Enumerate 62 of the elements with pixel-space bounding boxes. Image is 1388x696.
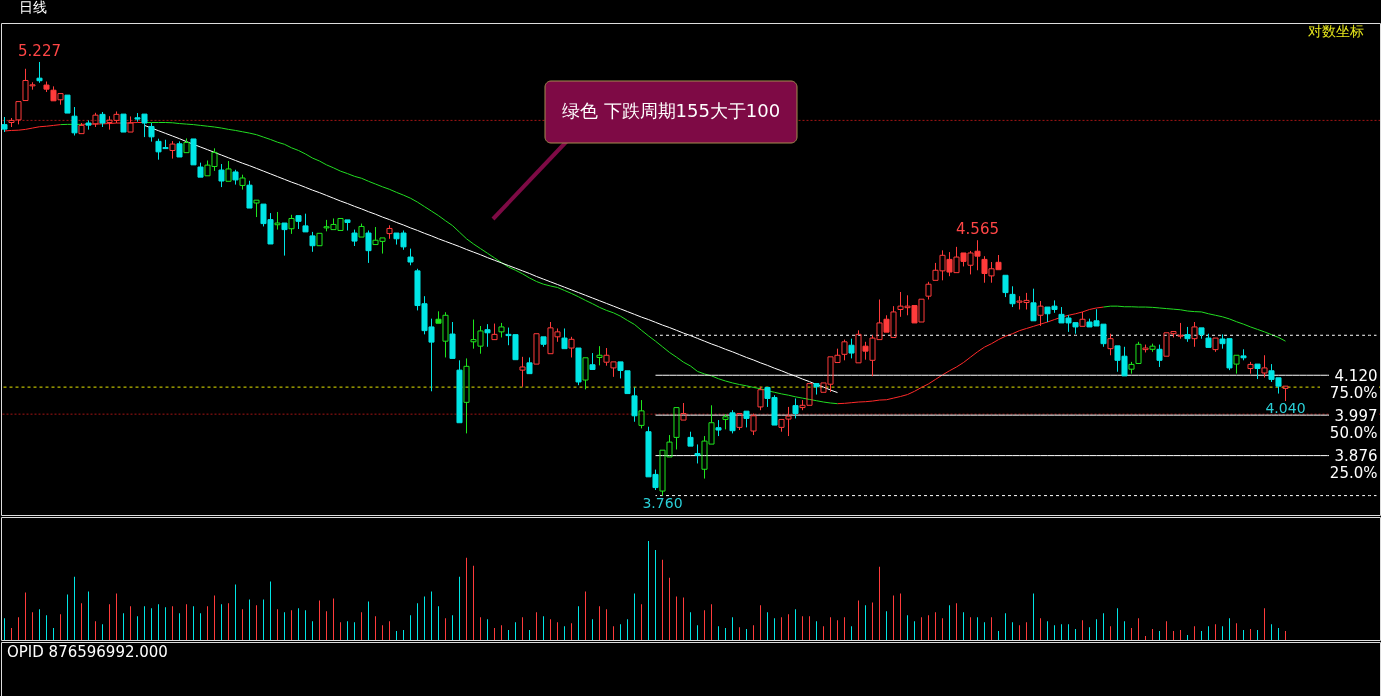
candlestick <box>274 211 281 231</box>
candlestick <box>1156 344 1163 368</box>
candlestick <box>1254 363 1261 380</box>
candlestick <box>71 106 78 136</box>
candlestick <box>176 140 183 158</box>
candlestick <box>309 231 316 253</box>
candlestick <box>813 383 820 396</box>
chart-title: 日线 <box>18 0 47 15</box>
candlestick <box>449 321 456 359</box>
candlestick <box>64 94 71 114</box>
candlestick <box>533 333 540 365</box>
candlestick <box>183 137 190 154</box>
y-tick-label: 3.997 <box>1334 406 1378 425</box>
candlestick <box>120 113 127 133</box>
candlestick <box>540 336 547 348</box>
candlestick <box>1212 337 1219 353</box>
candlestick <box>78 122 85 135</box>
y-tick-label: 3.876 <box>1334 447 1378 466</box>
candlestick <box>1135 341 1142 364</box>
candlestick <box>36 61 43 84</box>
text: 4.040 <box>1265 400 1306 417</box>
candlestick <box>169 140 176 160</box>
candlestick <box>1030 288 1037 322</box>
candlestick <box>386 224 393 240</box>
candlestick <box>190 138 197 166</box>
candlestick <box>561 327 568 350</box>
candlestick <box>1191 321 1198 348</box>
annotation: 对数坐标 <box>1308 23 1364 39</box>
candlestick <box>589 352 596 370</box>
candlestick <box>1079 311 1086 327</box>
candlestick <box>456 359 463 424</box>
candlestick <box>1233 354 1240 375</box>
candlestick <box>148 122 155 143</box>
candlestick <box>631 386 638 423</box>
candlestick <box>253 199 260 218</box>
series-label: 50.0% <box>1329 423 1378 442</box>
candlestick <box>484 323 491 348</box>
candlestick <box>526 356 533 375</box>
candlestick <box>673 407 680 451</box>
candlestick <box>281 222 288 257</box>
annotation: 绿色 下跌周期155大于100 <box>561 100 781 121</box>
candlestick <box>680 402 687 421</box>
text: 5.227 <box>18 41 61 60</box>
candlestick <box>491 323 498 341</box>
candlestick <box>792 397 799 419</box>
text: 4.565 <box>956 220 999 239</box>
candlestick <box>596 345 603 366</box>
candlestick <box>365 229 372 264</box>
candlestick <box>1184 326 1191 343</box>
y-tick-label: 4.120 <box>1334 366 1378 385</box>
candlestick <box>694 443 701 464</box>
candlestick <box>246 180 253 209</box>
text: 3.760 <box>642 494 683 511</box>
candlestick <box>302 213 309 233</box>
candlestick <box>1009 285 1016 308</box>
candlestick <box>316 232 323 247</box>
candlestick <box>1282 385 1289 402</box>
candlestick <box>519 356 526 388</box>
series-label: 75.0% <box>1329 383 1378 402</box>
candlestick <box>1198 327 1205 340</box>
series-label: 25.0% <box>1329 464 1378 483</box>
text: OPID 876596992.000 <box>7 643 168 661</box>
